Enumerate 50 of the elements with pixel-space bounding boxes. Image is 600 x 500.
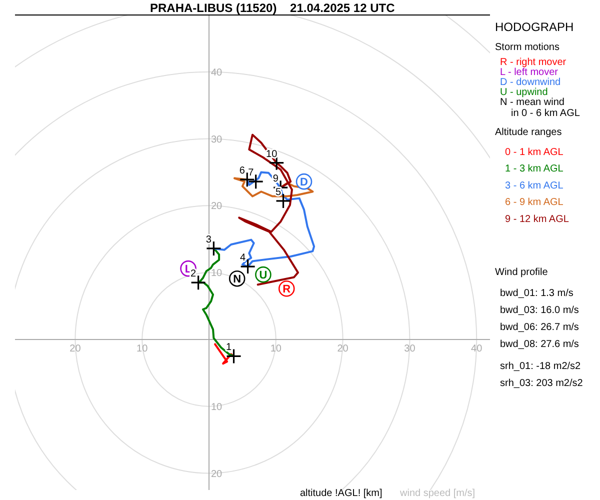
annotation: 6 <box>239 166 246 177</box>
text: bwd_01: 1.3 m/s <box>500 288 574 299</box>
x-tick-label: 40 <box>471 343 483 354</box>
annotation: wind speed [m/s] <box>399 488 476 499</box>
data-label: R <box>282 283 291 296</box>
text: 3 - 6 km AGL <box>505 180 564 192</box>
text: 6 - 9 km AGL <box>505 197 564 208</box>
text: R - right mover <box>500 57 567 68</box>
text: srh_03: 203 m2/s2 <box>500 378 584 389</box>
point <box>226 348 242 364</box>
text: bwd_08: 27.6 m/s <box>500 339 579 350</box>
text: 1 - 3 km AGL <box>505 164 564 175</box>
text: D - downwind <box>500 77 561 88</box>
chart-title: PRAHA-LIBUS (11520) 21.04.2025 12 UTC <box>150 1 396 15</box>
text: N - mean wind in 0 - 6 km AGL <box>500 97 580 119</box>
text: Wind profile <box>495 267 548 278</box>
text: srh_01: -18 m2/s2 <box>500 361 582 372</box>
annotation: 1 <box>226 342 232 354</box>
x-tick-label: 20 <box>70 343 82 354</box>
data-label: D <box>300 176 308 188</box>
annotation: altitude !AGL! [km] <box>300 488 382 499</box>
y-tick-label: 20 <box>211 201 223 212</box>
legend-title: Altitude ranges <box>495 127 562 138</box>
point <box>248 174 264 190</box>
x-tick-label: 30 <box>404 343 416 354</box>
data-label: N <box>233 273 242 286</box>
line-series <box>214 343 235 365</box>
data-label: U <box>259 269 268 282</box>
text: 9 - 12 km AGL <box>505 214 570 225</box>
annotation: 4 <box>240 252 246 264</box>
y-tick-label: 10 <box>211 402 223 413</box>
x-tick-label: 20 <box>337 343 349 354</box>
text: HODOGRAPH <box>495 20 574 34</box>
y-tick-label: 10 <box>211 268 223 280</box>
text: 0 - 1 km AGL <box>505 147 564 158</box>
x-tick-label: 10 <box>270 343 282 354</box>
text: Storm motions <box>495 42 560 53</box>
annotation: 7 <box>248 168 254 179</box>
line-series <box>198 247 235 358</box>
text: bwd_03: 16.0 m/s <box>500 305 579 316</box>
text: bwd_06: 26.7 m/s <box>500 322 579 333</box>
annotation: 3 <box>206 234 212 246</box>
y-tick-label: 30 <box>211 134 223 146</box>
text: U - upwind <box>500 87 548 98</box>
y-tick-label: 20 <box>211 468 223 480</box>
point <box>190 274 206 290</box>
text: L - left mover <box>500 67 559 78</box>
y-tick-label: 40 <box>211 67 223 78</box>
x-tick-label: 10 <box>136 343 148 354</box>
point <box>240 258 256 274</box>
